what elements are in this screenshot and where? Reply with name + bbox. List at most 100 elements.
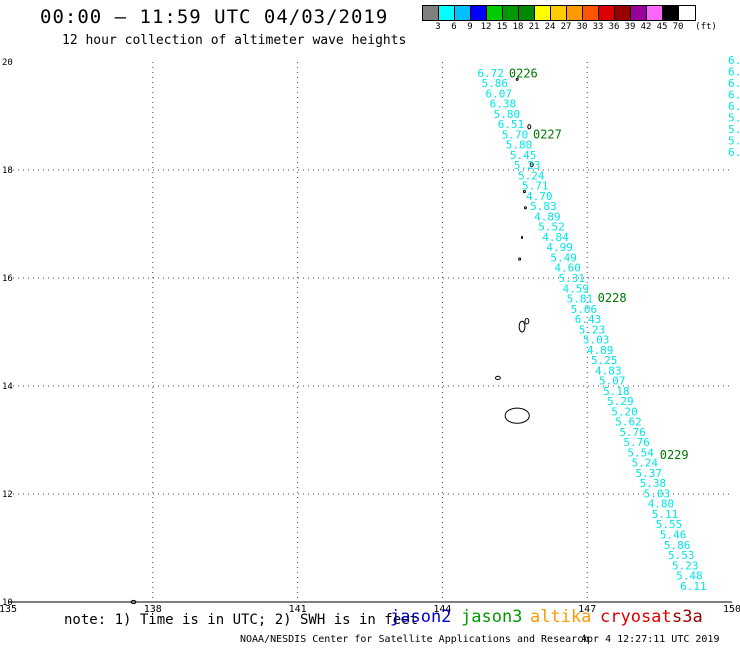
wave-height-value: 5.46 [660, 529, 687, 542]
color-scale-swatches [422, 5, 696, 21]
island-outline [504, 407, 530, 424]
wave-height-value: 4.60 [554, 262, 581, 275]
color-swatch [503, 6, 519, 20]
wave-height-value-edge: 5. [728, 123, 740, 136]
wave-height-value: 5.86 [481, 77, 508, 90]
wave-height-value-edge: 5. [728, 135, 740, 148]
wave-height-value: 5.38 [640, 477, 667, 490]
wave-height-value: 5.20 [611, 405, 638, 418]
wave-height-value: 5.83 [530, 200, 557, 213]
satellite-altika: altika [530, 607, 592, 627]
wave-height-value: 4.89 [587, 344, 614, 357]
x-tick-label: 135 [0, 604, 17, 615]
color-scale-label: 27 [560, 22, 572, 32]
pass-time-label: 0227 [533, 127, 562, 141]
wave-height-value: 5.71 [522, 180, 549, 193]
satellite-cryosat: cryosat [600, 607, 672, 627]
wave-height-value: 5.55 [656, 518, 683, 531]
wave-height-value: 5.23 [579, 323, 606, 336]
wave-height-value: 6.38 [490, 98, 517, 111]
wave-height-value: 5.24 [631, 457, 658, 470]
island-outline [518, 320, 526, 333]
wave-height-value-edge: 6.9 [728, 54, 740, 67]
wave-height-value: 5.53 [668, 549, 695, 562]
color-swatch [423, 6, 439, 20]
color-scale-label: 6 [451, 22, 457, 32]
x-tick-label: 144 [433, 604, 451, 615]
y-tick-label: 10 [2, 598, 13, 608]
footer-note: note: 1) Time is in UTC; 2) SWH is in fe… [64, 612, 419, 628]
color-scale-label: 70 [672, 22, 684, 32]
wave-height-value: 5.80 [506, 139, 533, 152]
wave-height-value-edge: 6. [728, 77, 740, 90]
wave-height-value: 5.03 [644, 487, 671, 500]
wave-height-value: 5.70 [502, 128, 529, 141]
page-title: 00:00 – 11:59 UTC 04/03/2019 [40, 6, 389, 28]
wave-height-value: 5.25 [591, 354, 618, 367]
wave-height-value: 5.06 [571, 303, 598, 316]
wave-height-value: 4.89 [534, 210, 561, 223]
color-scale-unit: (ft) [695, 22, 717, 32]
generated-timestamp: Apr 4 12:27:11 UTC 2019 [581, 634, 720, 645]
wave-height-value-edge: 6. [728, 100, 740, 113]
color-swatch [647, 6, 663, 20]
island-outline [529, 161, 534, 168]
y-tick-label: 14 [2, 382, 13, 392]
color-scale-label: 30 [576, 22, 588, 32]
island-outline [527, 124, 532, 130]
wave-height-value: 4.84 [542, 231, 569, 244]
island-outline [518, 257, 522, 261]
wave-height-value: 4.99 [546, 241, 573, 254]
x-tick-label: 138 [144, 604, 162, 615]
satellite-jason2: jason2 [390, 607, 452, 627]
y-tick-label: 16 [2, 274, 13, 284]
wave-height-value: 6.11 [680, 580, 707, 593]
island-outline [524, 318, 530, 325]
color-scale-label: 15 [496, 22, 508, 32]
island-outline [521, 235, 524, 240]
color-swatch [487, 6, 503, 20]
wave-height-value: 4.59 [563, 282, 590, 295]
color-scale-label: 36 [608, 22, 620, 32]
color-swatch [631, 6, 647, 20]
wave-height-value: 5.37 [636, 467, 663, 480]
color-swatch [679, 6, 695, 20]
wave-height-value: 5.52 [538, 221, 565, 234]
wave-height-value: 5.24 [518, 169, 545, 182]
wave-height-value: 5.49 [550, 251, 577, 264]
color-scale-label: 9 [467, 22, 473, 32]
color-swatch [615, 6, 631, 20]
wave-height-value: 5.45 [510, 149, 537, 162]
island-outline [515, 77, 519, 81]
wave-height-value: 5.54 [627, 446, 654, 459]
satellite-s3a: s3a [672, 607, 703, 627]
wave-height-value: 5.62 [615, 416, 642, 429]
color-scale-label: 42 [640, 22, 652, 32]
wave-height-value: 5.11 [652, 508, 679, 521]
color-scale-label: 24 [544, 22, 556, 32]
wave-height-value: 5.86 [664, 539, 691, 552]
wave-height-value: 5.48 [676, 570, 703, 583]
wave-height-value-edge: 6. [728, 66, 740, 79]
color-swatch [583, 6, 599, 20]
color-scale-label: 18 [512, 22, 524, 32]
wave-height-value: 5.23 [514, 159, 541, 172]
island-outline [494, 375, 501, 381]
wave-height-value: 5.23 [672, 559, 699, 572]
color-scale-label: 12 [480, 22, 492, 32]
color-scale-label: 33 [592, 22, 604, 32]
x-tick-label: 150 [723, 604, 740, 615]
y-tick-label: 12 [2, 490, 13, 500]
color-swatch [519, 6, 535, 20]
y-tick-label: 20 [2, 58, 13, 68]
y-tick-label: 18 [2, 166, 13, 176]
page-subtitle: 12 hour collection of altimeter wave hei… [62, 33, 407, 48]
pass-time-label: 0228 [598, 291, 627, 305]
wave-height-value-edge: 5. [728, 112, 740, 125]
wave-height-value: 5.80 [494, 108, 521, 121]
island-outline [522, 190, 526, 194]
wave-height-value: 6.72 [477, 67, 504, 80]
color-swatch [471, 6, 487, 20]
color-swatch [551, 6, 567, 20]
